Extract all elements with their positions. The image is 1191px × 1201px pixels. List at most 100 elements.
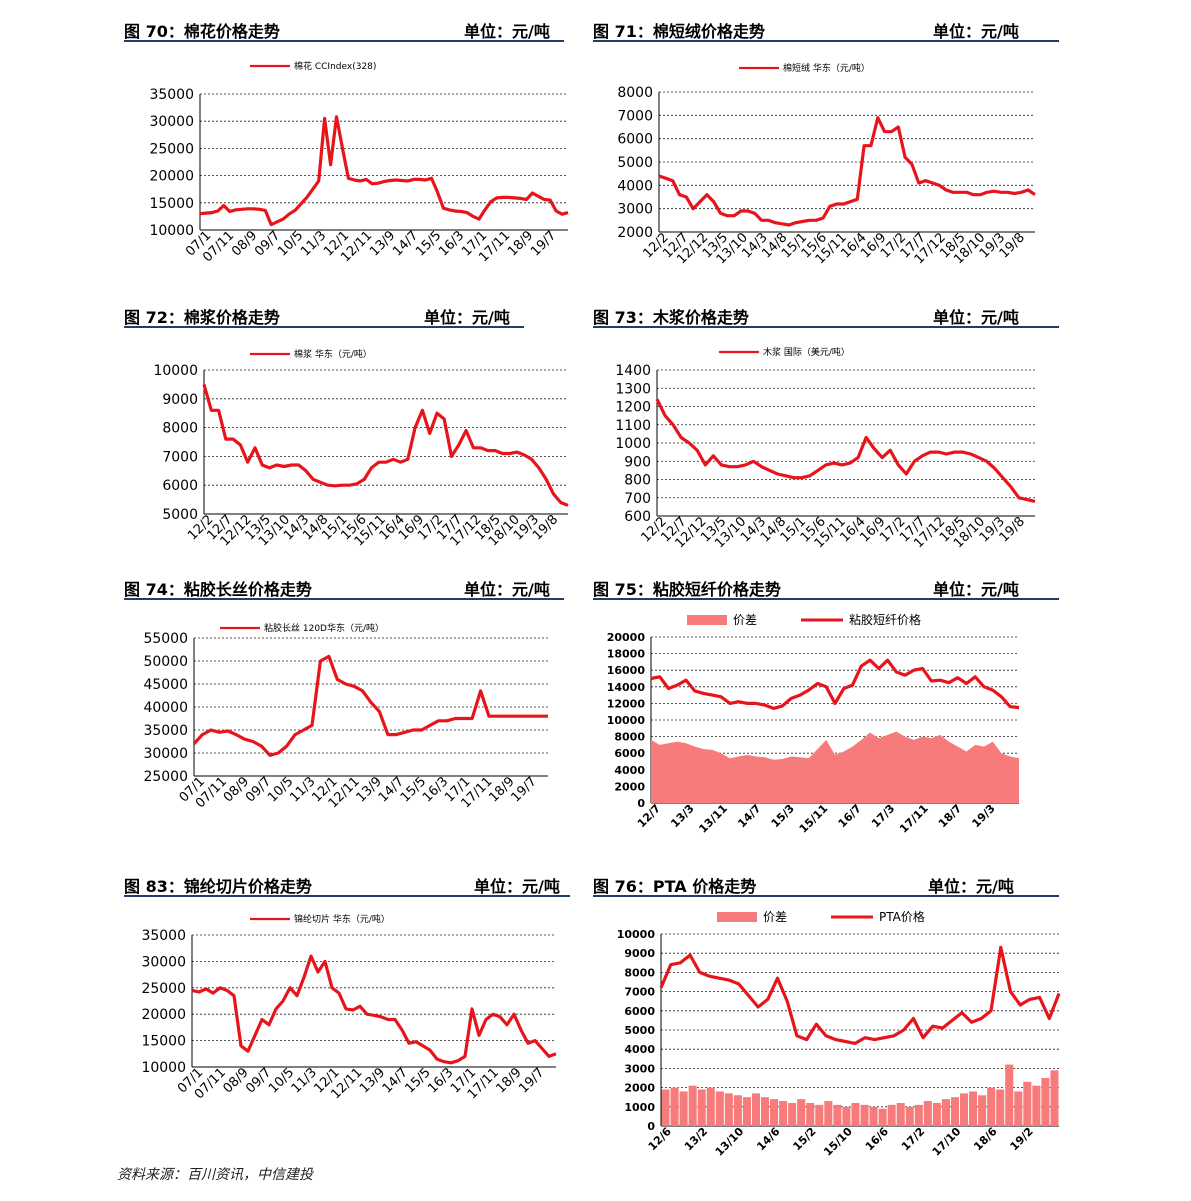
legend-label: 价差 [733,613,757,627]
bar [797,1099,806,1126]
bar [833,1104,842,1126]
y-tick-label: 4000 [614,764,645,777]
bar [950,1097,959,1126]
y-tick-label: 40000 [143,700,188,716]
x-tick-label: 14/6 [754,1125,783,1154]
x-tick-label: 15/3 [769,802,797,830]
figure-header: 图 76：PTA 价格走势 单位：元/吨 [593,869,1059,897]
bar [842,1106,851,1126]
figure-header: 图 71：棉短绒价格走势 单位：元/吨 [593,14,1059,42]
y-tick-label: 20000 [607,631,646,644]
x-tick-label: 18/9 [505,228,536,259]
legend-label: PTA价格 [879,909,925,924]
bar [896,1102,905,1126]
x-tick-label: 16/3 [436,228,467,259]
chart-svg: 0 2000 4000 6000 8000 10000 12000 14000 16000 180… [607,612,1020,836]
figure-title: 图 71：棉短绒价格走势 [593,22,765,41]
bar [1050,1070,1059,1126]
x-tick-label: 17/2 [899,1125,927,1153]
y-tick-label: 10000 [607,714,646,727]
bar [688,1085,697,1126]
y-tick-label: 7000 [624,986,655,999]
bar [905,1106,914,1126]
figure-title: 图 72：棉浆价格走势 [124,308,280,327]
line-series [650,658,1020,711]
x-tick-label: 15/5 [413,228,444,259]
y-tick-label: 10000 [141,1060,186,1076]
y-tick-label: 5000 [162,507,198,523]
bar [1023,1081,1032,1126]
figure-75: 图 75：粘胶短纤价格走势 单位：元/吨 0 2000 4000 6000 8000 1000… [593,572,1059,852]
chart-svg: 2500030000350004000045000500005500007/10… [143,622,548,811]
x-tick-label: 17/10 [930,1125,964,1159]
x-tick-label: 15/11 [797,802,831,836]
line-series [658,116,1036,227]
figure-70: 图 70：棉花价格走势 单位：元/吨 10000 15000 20000 25000 300… [124,14,569,284]
y-tick-label: 35000 [149,87,194,103]
bar [1041,1078,1050,1126]
figure-unit: 单位：元/吨 [464,22,550,41]
bar [770,1099,779,1126]
x-tick-label: 13/10 [713,1125,747,1159]
figure-header: 图 74：粘胶长丝价格走势 单位：元/吨 [124,572,564,600]
bar [742,1097,751,1126]
y-tick-label: 600 [624,509,651,525]
y-tick-label: 3000 [624,1062,655,1075]
y-tick-label: 7000 [617,108,653,124]
chart-svg: 6007008009001000110012001300140012/212/7… [615,346,1036,551]
bar [978,1095,987,1126]
line-series [202,383,569,507]
y-tick-label: 25000 [143,769,188,785]
y-tick-label: 800 [624,473,651,489]
bar [887,1104,896,1126]
figure-title: 图 74：粘胶长丝价格走势 [124,580,312,599]
x-tick-label: 15/10 [821,1125,855,1159]
y-tick-label: 15000 [149,196,194,212]
bar [987,1087,996,1126]
y-tick-label: 7000 [162,449,198,465]
y-tick-label: 20000 [141,1007,186,1023]
bar [724,1093,733,1126]
legend-label: 价差 [763,910,787,924]
bar [815,1104,824,1126]
bar [733,1095,742,1126]
bar [878,1108,887,1126]
y-tick-label: 30000 [141,954,186,970]
chart-svg: 0 1000 2000 3000 4000 5000 6000 7000 8000 9000 100… [617,909,1061,1159]
y-tick-label: 25000 [141,981,186,997]
y-tick-label: 2000 [624,1082,655,1095]
y-tick-label: 10000 [617,928,656,941]
legend-label: 棉花 CCIndex(328) [294,60,376,72]
line-series [659,945,1061,1045]
x-tick-label: 13/11 [696,802,730,836]
x-tick-label: 13/3 [668,802,696,830]
x-tick-label: 17/11 [897,802,931,836]
y-tick-label: 1200 [615,400,651,416]
chart-svg: 10000150002000025000300003500007/107/110… [141,913,557,1102]
x-tick-label: 15/2 [790,1125,818,1153]
x-tick-label: 14/7 [390,228,421,259]
bar [1032,1085,1041,1126]
y-tick-label: 8000 [617,85,653,101]
y-tick-label: 0 [647,1120,655,1133]
y-tick-label: 30000 [143,746,188,762]
bar [788,1102,797,1126]
legend-label: 木浆 国际（美元/吨） [763,346,850,358]
legend-label: 棉短绒 华东（元/吨） [783,62,870,74]
bar [661,1089,670,1126]
y-tick-label: 18000 [607,648,646,661]
y-tick-label: 55000 [143,631,188,647]
chart-svg: 10000150002000025000300003500007/107/110… [149,60,569,265]
area-series [651,731,1019,803]
bar [996,1089,1005,1126]
bar [779,1101,788,1126]
legend-label: 棉浆 华东（元/吨） [294,348,372,360]
figure-header: 图 75：粘胶短纤价格走势 单位：元/吨 [593,572,1059,600]
bar [824,1101,833,1126]
x-tick-label: 09/7 [252,228,283,259]
x-tick-label: 19/7 [516,1065,547,1096]
y-tick-label: 9000 [162,392,198,408]
y-tick-label: 20000 [149,169,194,185]
y-tick-label: 10000 [153,363,198,379]
bar [670,1087,679,1126]
